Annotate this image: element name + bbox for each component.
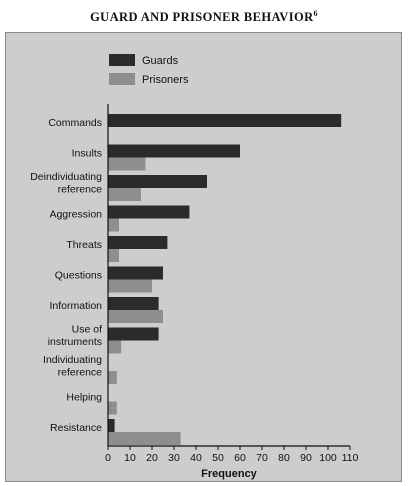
chart-title-text: GUARD AND PRISONER BEHAVIOR bbox=[90, 10, 314, 25]
bar-prisoners bbox=[108, 432, 181, 445]
bar-prisoners bbox=[108, 310, 163, 323]
x-tick-label: 40 bbox=[190, 452, 202, 464]
bar-guards bbox=[108, 297, 159, 310]
legend-swatch-prisoners bbox=[109, 73, 135, 85]
x-axis-label: Frequency bbox=[201, 468, 258, 480]
x-tick-label: 100 bbox=[319, 452, 337, 464]
x-tick-label: 110 bbox=[342, 452, 359, 464]
bar-guards bbox=[108, 266, 163, 280]
legend-label-guards: Guards bbox=[142, 55, 179, 67]
category-label: Deindividuating reference bbox=[30, 171, 102, 196]
category-label: Commands bbox=[48, 117, 102, 129]
bar-prisoners bbox=[108, 371, 117, 384]
x-tick-label: 10 bbox=[124, 452, 136, 464]
title-footnote-marker: 6 bbox=[313, 9, 318, 18]
category-label: Insults bbox=[72, 148, 102, 160]
category-label: Resistance bbox=[50, 422, 102, 434]
category-label: Information bbox=[49, 300, 102, 312]
category-label-line: Use of bbox=[72, 324, 102, 336]
category-label: Threats bbox=[66, 239, 102, 251]
bar-guards bbox=[108, 327, 159, 341]
x-tick-label: 50 bbox=[212, 452, 224, 464]
x-tick-label: 80 bbox=[278, 452, 290, 464]
category-label-line: Individuating bbox=[43, 354, 102, 366]
x-tick-label: 70 bbox=[256, 452, 268, 464]
category-label-line: reference bbox=[58, 184, 103, 196]
bar-prisoners bbox=[108, 157, 146, 171]
category-label: Questions bbox=[55, 270, 102, 282]
category-label: Individuating reference bbox=[43, 354, 102, 379]
bar-prisoners bbox=[108, 218, 119, 232]
bar-guards bbox=[108, 419, 115, 432]
x-tick-label: 60 bbox=[234, 452, 246, 464]
x-tick-label: 0 bbox=[105, 452, 111, 464]
x-tick-label: 90 bbox=[300, 452, 312, 464]
category-label-line: Deindividuating bbox=[30, 171, 102, 183]
category-label: Use of instruments bbox=[48, 324, 102, 349]
category-label: Aggression bbox=[49, 209, 102, 221]
bar-prisoners bbox=[108, 340, 122, 354]
legend-swatch-guards bbox=[109, 54, 135, 66]
bar-guards bbox=[108, 144, 240, 158]
bar-guards bbox=[108, 114, 342, 127]
bar-prisoners bbox=[108, 401, 117, 415]
bar-guards bbox=[108, 236, 168, 249]
bar-guards bbox=[108, 205, 190, 219]
bar-prisoners bbox=[108, 188, 141, 201]
bar-prisoners bbox=[108, 279, 152, 293]
bar-prisoners bbox=[108, 249, 119, 262]
chart-panel bbox=[5, 32, 402, 482]
category-label: Helping bbox=[66, 392, 102, 404]
x-tick-label: 20 bbox=[146, 452, 158, 464]
chart-title: GUARD AND PRISONER BEHAVIOR6 bbox=[0, 9, 408, 25]
category-label-line: reference bbox=[58, 367, 103, 379]
bar-guards bbox=[108, 175, 207, 188]
legend-label-prisoners: Prisoners bbox=[142, 74, 189, 86]
x-tick-label: 30 bbox=[168, 452, 180, 464]
category-label-line: instruments bbox=[48, 336, 102, 348]
